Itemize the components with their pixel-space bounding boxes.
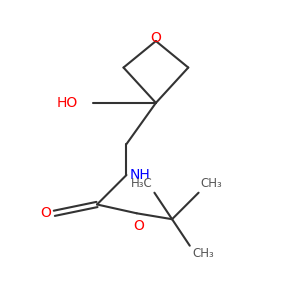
Text: CH₃: CH₃ [200,177,222,190]
Text: O: O [40,206,51,220]
Text: O: O [151,31,161,45]
Text: O: O [133,219,144,233]
Text: H₃C: H₃C [131,177,153,190]
Text: NH: NH [129,168,150,182]
Text: HO: HO [57,96,78,110]
Text: CH₃: CH₃ [193,247,214,260]
